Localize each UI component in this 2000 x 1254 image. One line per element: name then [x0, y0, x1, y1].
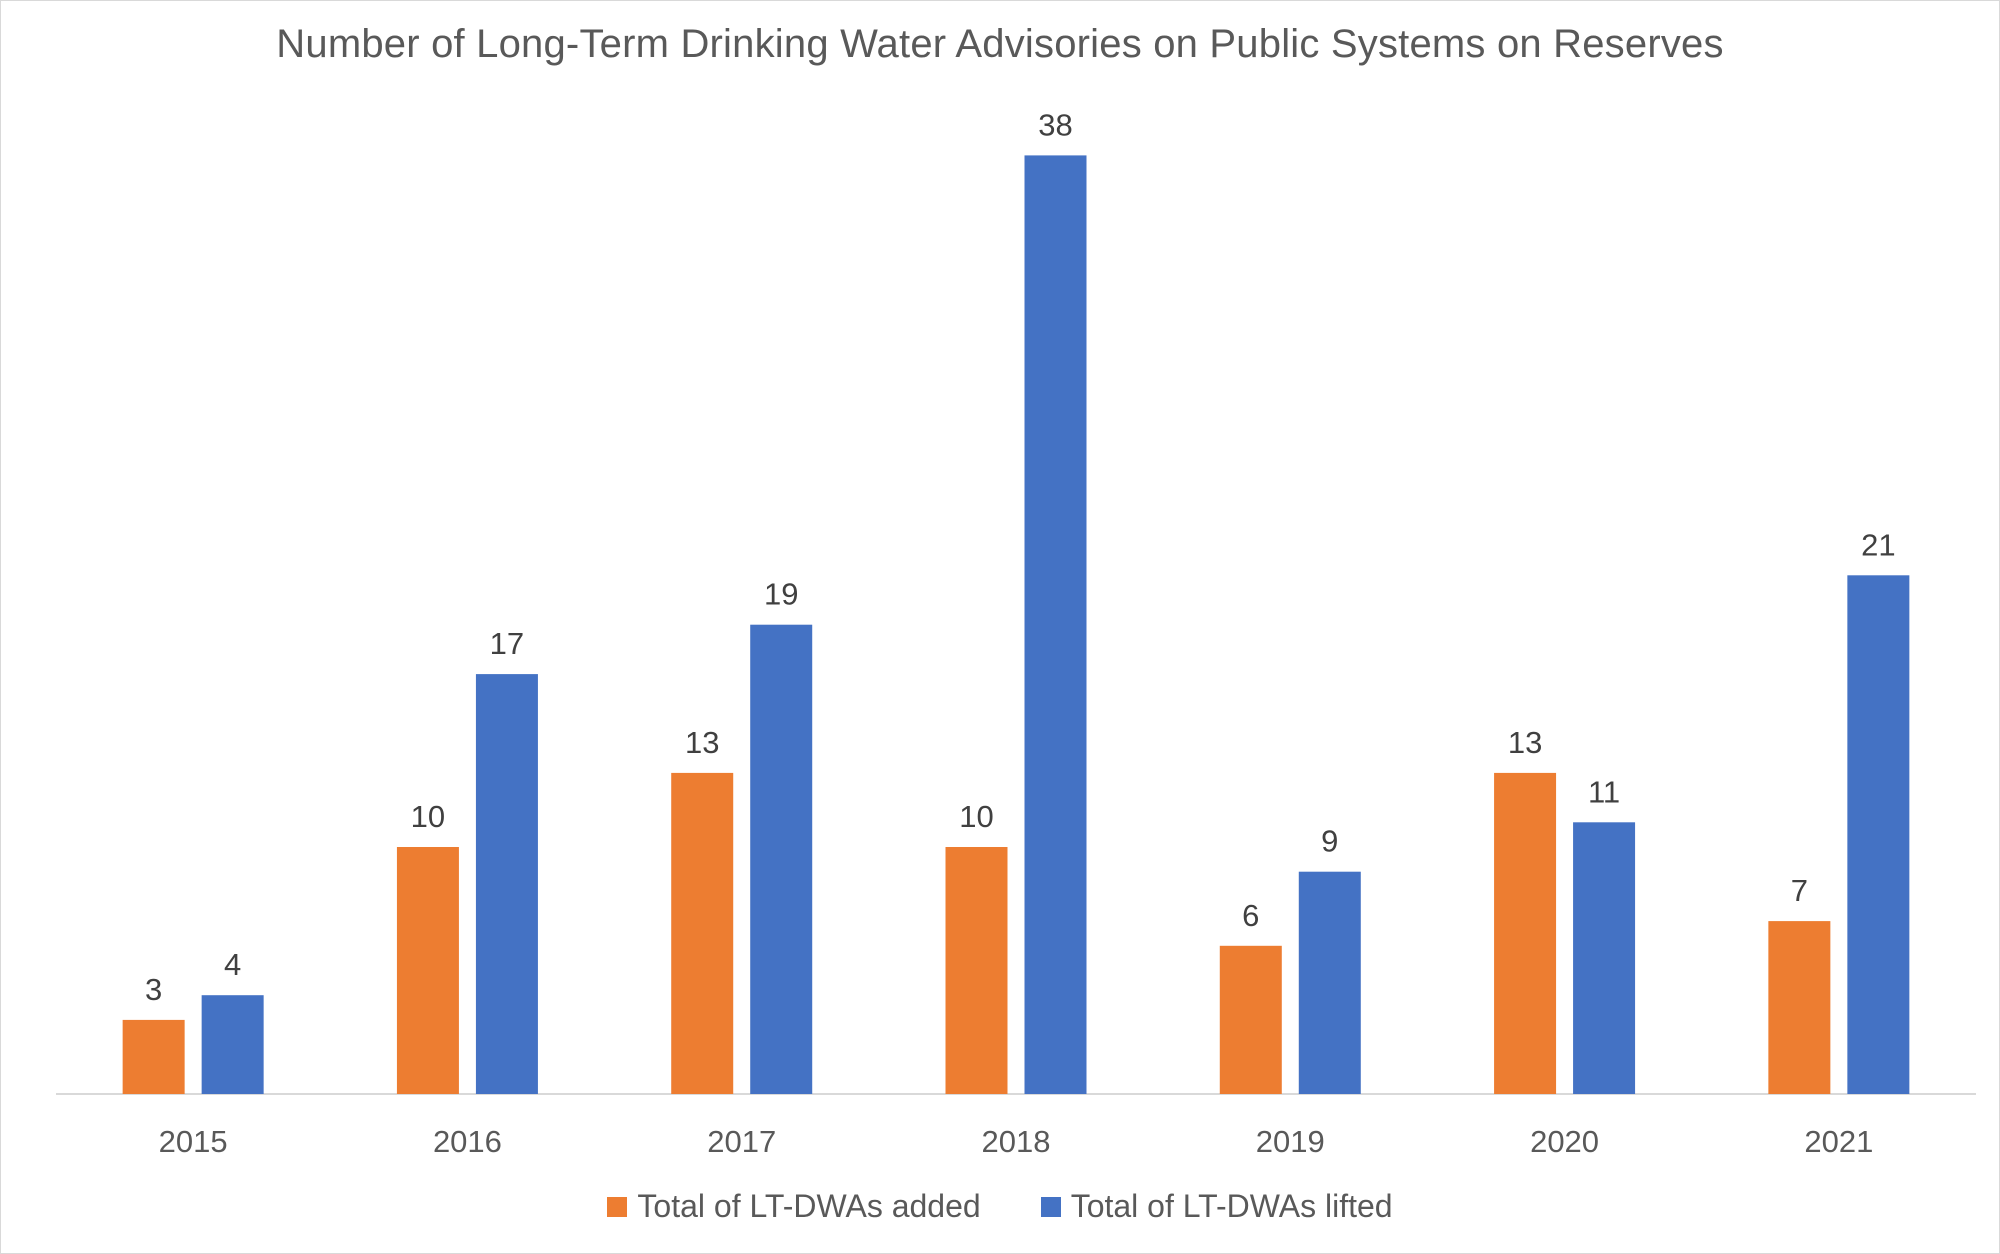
bar-added-2018	[945, 847, 1008, 1094]
data-label-lifted-2021: 21	[1861, 527, 1895, 562]
bar-lifted-2019	[1298, 871, 1361, 1094]
bar-lifted-2015	[201, 995, 264, 1094]
data-label-added-2019: 6	[1242, 898, 1259, 933]
x-tick-label-2020: 2020	[1530, 1124, 1599, 1159]
data-label-added-2018: 10	[959, 799, 993, 834]
bar-added-2021	[1768, 921, 1831, 1094]
data-label-lifted-2016: 17	[490, 626, 524, 661]
bar-added-2016	[396, 847, 459, 1094]
x-tick-label-2018: 2018	[982, 1124, 1051, 1159]
bar-added-2020	[1494, 772, 1557, 1094]
bar-added-2017	[671, 772, 734, 1094]
data-label-added-2017: 13	[685, 725, 719, 760]
bar-lifted-2020	[1573, 822, 1636, 1094]
data-label-added-2020: 13	[1508, 725, 1542, 760]
chart-title: Number of Long-Term Drinking Water Advis…	[276, 22, 1724, 66]
bar-lifted-2021	[1847, 575, 1910, 1094]
data-label-added-2021: 7	[1791, 873, 1808, 908]
bar-added-2015	[122, 1019, 185, 1094]
legend-label-lifted: Total of LT-DWAs lifted	[1070, 1188, 1393, 1224]
data-label-lifted-2017: 19	[764, 577, 798, 612]
x-tick-label-2016: 2016	[433, 1124, 502, 1159]
x-tick-label-2015: 2015	[159, 1124, 228, 1159]
chart-legend: Total of LT-DWAs added Total of LT-DWAs …	[0, 1188, 2000, 1225]
bar-added-2019	[1219, 945, 1282, 1094]
x-tick-label-2017: 2017	[707, 1124, 776, 1159]
legend-swatch-added	[607, 1196, 628, 1217]
legend-item-added: Total of LT-DWAs added	[607, 1188, 981, 1225]
bar-lifted-2017	[750, 624, 813, 1094]
data-label-added-2016: 10	[411, 799, 445, 834]
x-tick-label-2021: 2021	[1804, 1124, 1873, 1159]
data-label-lifted-2015: 4	[224, 947, 241, 982]
data-label-lifted-2019: 9	[1321, 824, 1338, 859]
data-label-lifted-2018: 38	[1038, 107, 1072, 142]
bar-lifted-2016	[475, 674, 538, 1094]
legend-swatch-lifted	[1040, 1196, 1061, 1217]
bar-lifted-2018	[1024, 155, 1087, 1094]
data-label-added-2015: 3	[145, 972, 162, 1007]
data-label-lifted-2020: 11	[1588, 774, 1620, 809]
legend-item-lifted: Total of LT-DWAs lifted	[1040, 1188, 1393, 1225]
x-tick-label-2019: 2019	[1256, 1124, 1325, 1159]
legend-label-added: Total of LT-DWAs added	[637, 1188, 981, 1224]
